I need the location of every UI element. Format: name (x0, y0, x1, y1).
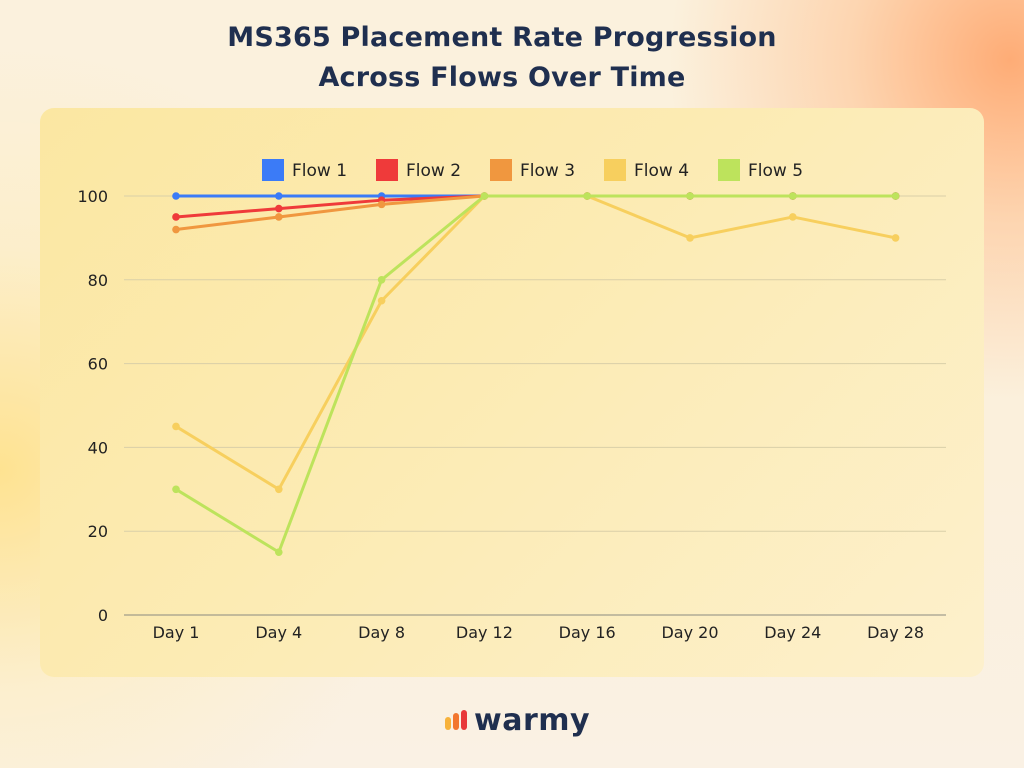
chart-title: MS365 Placement Rate Progression Across … (0, 18, 1004, 98)
y-tick-label: 20 (88, 522, 108, 541)
series-line (174, 194, 898, 554)
x-tick-label: Day 24 (764, 623, 821, 642)
y-tick-label: 60 (88, 355, 108, 374)
data-point (275, 548, 283, 556)
legend-swatch (262, 159, 284, 181)
x-tick-label: Day 16 (559, 623, 616, 642)
data-point (172, 225, 180, 234)
y-tick-label: 0 (98, 606, 108, 625)
data-point (789, 192, 797, 200)
x-tick-label: Day 4 (255, 623, 302, 642)
x-tick-label: Day 1 (153, 623, 200, 642)
legend-swatch (604, 159, 626, 181)
x-tick-label: Day 12 (456, 623, 513, 642)
legend-label: Flow 2 (406, 161, 461, 181)
series-5 (172, 192, 900, 556)
data-point (172, 192, 180, 200)
data-point (275, 204, 283, 213)
warmy-logo-icon (445, 710, 467, 730)
data-point (275, 213, 283, 221)
legend-label: Flow 4 (634, 161, 689, 181)
data-point (275, 192, 283, 200)
data-point (686, 192, 694, 200)
data-point (891, 234, 900, 242)
legend-label: Flow 3 (520, 161, 575, 181)
y-tick-label: 100 (77, 187, 108, 206)
series-line (174, 194, 898, 219)
data-point (480, 192, 489, 200)
legend-label: Flow 1 (292, 161, 347, 181)
data-point (172, 422, 180, 431)
data-point (275, 485, 283, 494)
data-point (583, 192, 591, 200)
legend-swatch (376, 159, 398, 181)
x-tick-label: Day 28 (867, 623, 924, 642)
data-point (377, 276, 386, 284)
y-tick-label: 80 (88, 271, 108, 290)
chart-title-line-1: MS365 Placement Rate Progression (227, 22, 777, 53)
data-point (891, 192, 900, 200)
legend-swatch (718, 159, 740, 181)
legend-swatch (490, 159, 512, 181)
data-point (172, 485, 180, 494)
data-point (789, 213, 797, 221)
series-line (174, 194, 898, 232)
data-point (377, 200, 386, 209)
data-point (172, 213, 180, 221)
data-point (686, 234, 694, 242)
x-tick-label: Day 8 (358, 623, 405, 642)
legend-label: Flow 5 (748, 161, 803, 181)
series-line (174, 194, 898, 491)
chart-card (40, 108, 984, 677)
brand-logo: warmy (444, 700, 590, 740)
series-4 (172, 192, 900, 494)
chart-title-line-2: Across Flows Over Time (318, 62, 686, 93)
brand-name: warmy (474, 702, 591, 738)
data-point (377, 296, 386, 305)
x-tick-label: Day 20 (661, 623, 718, 642)
y-tick-label: 40 (88, 438, 108, 457)
